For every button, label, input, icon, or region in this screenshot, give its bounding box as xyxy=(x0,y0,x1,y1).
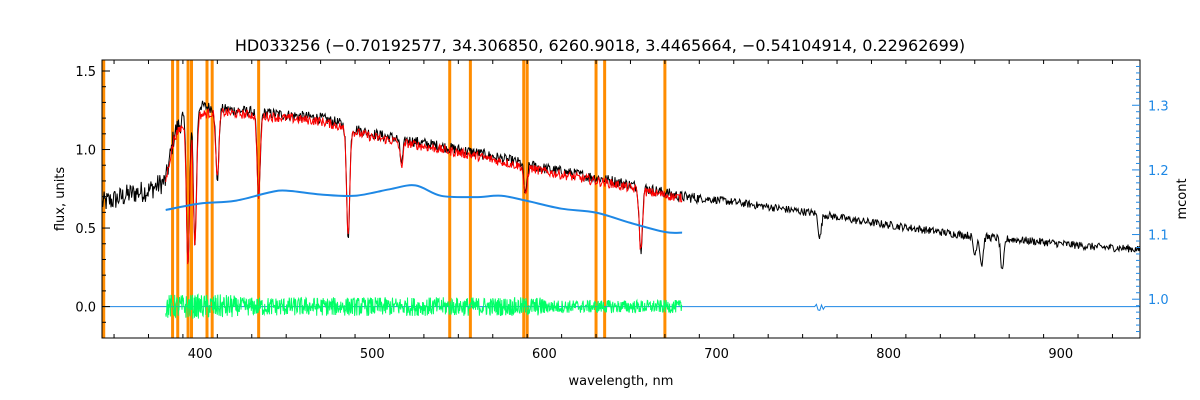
model-line xyxy=(165,108,683,265)
y-tick-label: 1.5 xyxy=(75,65,96,80)
x-tick-label: 900 xyxy=(1048,347,1073,362)
y2-tick-label: 1.0 xyxy=(1148,293,1169,308)
y2-axis-title: mcont xyxy=(1175,178,1190,219)
y2-tick-label: 1.3 xyxy=(1148,99,1169,114)
y2-tick-label: 1.1 xyxy=(1148,229,1169,244)
y-tick-label: 1.0 xyxy=(75,144,96,159)
y-axis-title: flux, units xyxy=(53,167,68,232)
y-axis-left: 0.0 0.5 1.0 1.5 xyxy=(75,65,110,323)
plot-frame xyxy=(101,59,1141,339)
residual-line xyxy=(165,293,683,319)
y-tick-label: 0.0 xyxy=(75,301,96,316)
x-axis-title: wavelength, nm xyxy=(569,374,674,389)
y2-tick-label: 1.2 xyxy=(1148,164,1169,179)
x-tick-label: 600 xyxy=(532,347,557,362)
x-axis: 400 500 600 700 800 900 xyxy=(113,60,1113,362)
chart-title: HD033256 (−0.70192577, 34.306850, 6260.9… xyxy=(235,36,965,55)
x-tick-label: 700 xyxy=(704,347,729,362)
x-tick-label: 800 xyxy=(876,347,901,362)
y-axis-right: 1.0 1.1 1.2 1.3 xyxy=(1132,65,1169,333)
model-spectrum xyxy=(165,108,683,265)
continuum-line xyxy=(165,184,683,234)
y-tick-label: 0.5 xyxy=(75,222,96,237)
residual-series xyxy=(102,293,1140,319)
mask-lines xyxy=(102,60,667,338)
x-tick-label: 500 xyxy=(360,347,385,362)
continuum-curve xyxy=(165,184,683,234)
x-tick-label: 400 xyxy=(188,347,213,362)
